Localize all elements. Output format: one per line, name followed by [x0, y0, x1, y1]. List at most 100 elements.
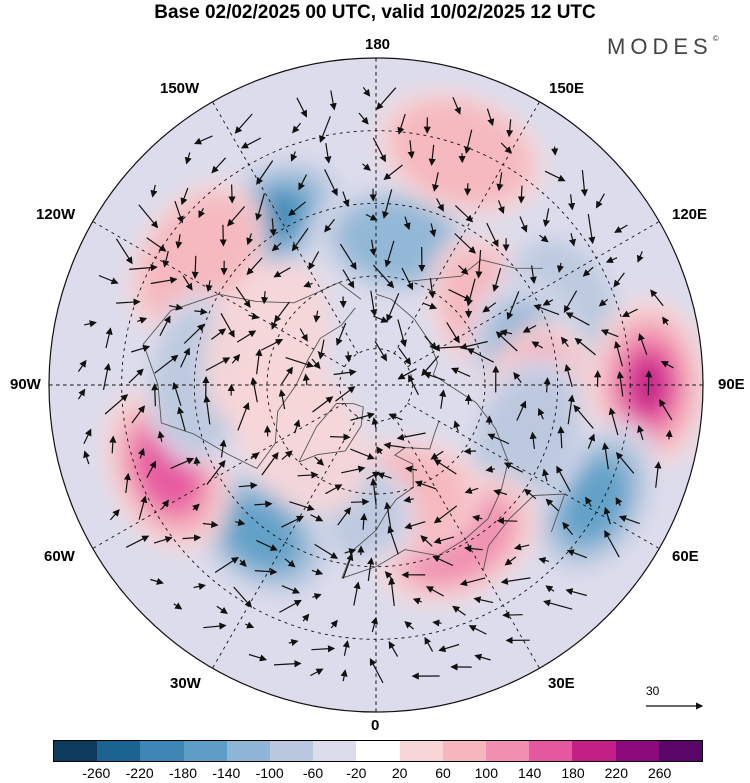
wind-arrow	[367, 557, 375, 582]
wind-arrow	[335, 322, 347, 346]
wind-arrow	[324, 169, 338, 197]
wind-arrow	[506, 291, 520, 320]
wind-arrow	[397, 368, 417, 380]
wind-arrow	[603, 506, 611, 525]
wind-arrow	[374, 341, 388, 362]
wind-arrow	[662, 316, 670, 326]
wind-arrow	[543, 599, 573, 610]
colorbar-tick-label: -100	[255, 765, 284, 781]
wind-arrow	[231, 353, 241, 364]
wind-arrow	[386, 293, 400, 322]
wind-arrow	[543, 377, 551, 393]
wind-arrow	[545, 585, 555, 593]
wind-arrow	[311, 358, 321, 370]
label-90e: 90E	[718, 376, 745, 393]
wind-arrow	[250, 377, 258, 403]
wind-arrow	[451, 367, 471, 377]
wind-arrow	[314, 456, 325, 466]
wind-arrow	[358, 112, 369, 125]
wind-arrow	[246, 233, 254, 246]
wind-arrow	[330, 619, 338, 629]
wind-arrow	[383, 164, 403, 181]
wind-arrow	[372, 315, 389, 323]
wind-arrow	[452, 96, 461, 115]
wind-arrow	[538, 556, 550, 564]
colorbar-swatch	[442, 741, 487, 761]
anomaly-blob	[339, 201, 454, 281]
wind-arrow	[350, 448, 375, 460]
wind-arrow	[424, 335, 437, 350]
wind-arrow	[370, 478, 378, 505]
wind-arrow	[517, 185, 526, 204]
wind-arrow	[255, 348, 263, 375]
wind-arrow	[432, 619, 442, 627]
wind-arrow	[473, 596, 494, 604]
wind-arrow	[574, 337, 596, 356]
wind-arrow	[428, 144, 436, 166]
wind-arrow	[192, 503, 200, 512]
wind-arrow	[150, 184, 158, 198]
wind-arrow	[519, 216, 528, 233]
wind-arrow	[433, 505, 458, 524]
wind-arrow	[429, 223, 437, 238]
wind-arrow	[485, 465, 495, 473]
wind-arrow	[153, 536, 173, 544]
wind-arrow	[234, 113, 253, 134]
wind-arrow	[529, 265, 537, 284]
wind-arrow	[228, 184, 236, 204]
wind-arrow	[233, 586, 252, 608]
wind-arrow	[362, 86, 371, 97]
colorbar-swatch	[140, 741, 184, 761]
wind-arrow	[565, 588, 587, 597]
wind-arrow	[542, 468, 549, 482]
wind-arrow	[194, 135, 213, 145]
coastline	[341, 421, 440, 579]
wind-arrow	[335, 386, 356, 402]
wind-arrow	[248, 653, 268, 662]
wind-arrow	[569, 233, 577, 247]
wind-arrow	[220, 313, 235, 338]
colorbar-swatch	[399, 741, 443, 761]
wind-arrow	[438, 643, 460, 653]
wind-arrow	[582, 266, 594, 277]
colorbar-tick-label: -60	[302, 765, 324, 781]
wind-arrow	[131, 344, 151, 353]
wind-arrow	[587, 433, 595, 449]
wind-arrow	[404, 465, 418, 473]
wind-arrow	[138, 204, 159, 229]
wind-arrow	[248, 312, 260, 320]
wind-arrow	[369, 658, 384, 684]
wind-arrow	[313, 310, 321, 323]
colorbar-labels: -260 -220 -180 -140 -100 -60 -20 20 60 100 140 180 2…	[53, 765, 703, 781]
coastline	[298, 402, 364, 463]
label-120e: 120E	[672, 206, 708, 223]
wind-arrow	[297, 471, 319, 479]
wind-arrow	[205, 357, 231, 372]
wind-arrow	[219, 224, 227, 247]
wind-arrow	[362, 163, 371, 171]
wind-arrow	[344, 351, 352, 363]
wind-arrow	[464, 183, 472, 196]
wind-arrow	[659, 398, 673, 421]
wind-arrow	[568, 194, 576, 211]
wind-arrow	[545, 498, 559, 512]
wind-arrow	[168, 303, 184, 311]
colorbar-swatch	[313, 741, 357, 761]
wind-arrow	[129, 264, 158, 272]
wind-arrow	[408, 374, 420, 396]
wind-arrow	[279, 599, 302, 613]
wind-arrow	[123, 472, 132, 493]
wind-arrow	[151, 383, 159, 407]
wind-arrow	[245, 621, 255, 629]
wind-arrow	[312, 396, 334, 413]
wind-arrow	[398, 347, 412, 366]
colorbar-tick-label: -180	[168, 765, 198, 781]
wind-arrow	[310, 668, 324, 677]
wind-arrow	[184, 152, 192, 165]
wind-arrow	[537, 408, 545, 420]
wind-arrow	[109, 508, 120, 521]
wind-arrow	[154, 354, 179, 374]
wind-arrow	[227, 206, 246, 227]
wind-arrow	[116, 298, 141, 306]
wind-arrow	[432, 555, 454, 567]
